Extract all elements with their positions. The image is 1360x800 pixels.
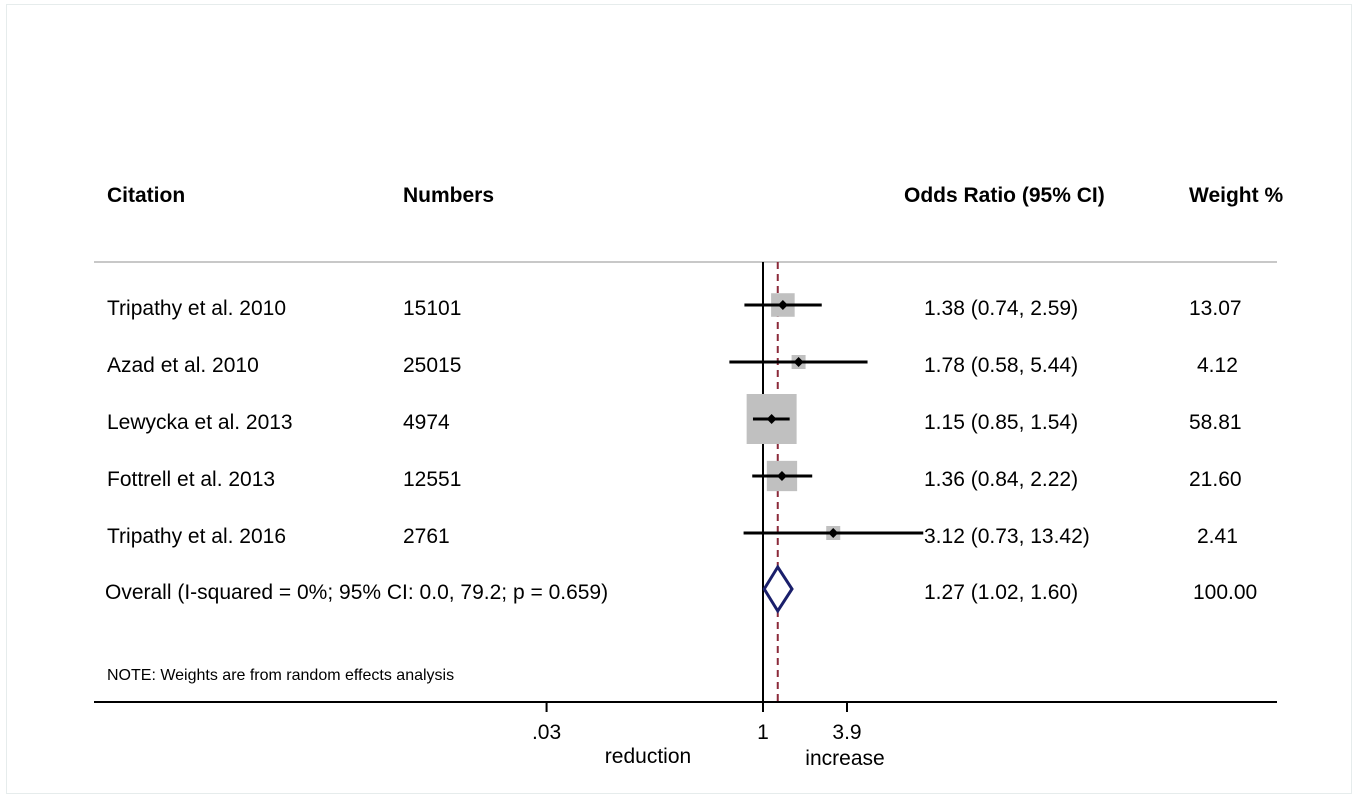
overall-label: Overall (I-squared = 0%; 95% CI: 0.0, 79… bbox=[105, 581, 608, 604]
point-estimate bbox=[776, 471, 787, 481]
study-numbers: 15101 bbox=[403, 297, 461, 320]
study-row: Azad et al. 2010 25015 1.78 (0.58, 5.44) 4.… bbox=[107, 354, 1238, 377]
header-citation: Citation bbox=[107, 184, 185, 207]
note-text: NOTE: Weights are from random effects an… bbox=[107, 667, 454, 684]
study-weight: 4.12 bbox=[1197, 354, 1238, 377]
study-row: Tripathy et al. 2016 2761 3.12 (0.73, 13.4… bbox=[107, 525, 1238, 548]
header-weight: Weight % bbox=[1189, 184, 1283, 207]
study-weight: 13.07 bbox=[1189, 297, 1242, 320]
x-tick-label: .03 bbox=[532, 721, 561, 744]
overall-diamond bbox=[762, 564, 794, 614]
x-tick-label: 1 bbox=[757, 721, 769, 744]
x-label-increase: increase bbox=[805, 747, 884, 770]
study-numbers: 4974 bbox=[403, 411, 450, 434]
point-estimate bbox=[793, 357, 804, 367]
study-or-text: 1.15 (0.85, 1.54) bbox=[924, 411, 1078, 434]
overall-or-text: 1.27 (1.02, 1.60) bbox=[924, 581, 1078, 604]
study-or-text: 1.36 (0.84, 2.22) bbox=[924, 468, 1078, 491]
header-odds-ratio: Odds Ratio (95% CI) bbox=[904, 184, 1105, 207]
study-numbers: 2761 bbox=[403, 525, 450, 548]
study-or-text: 1.78 (0.58, 5.44) bbox=[924, 354, 1078, 377]
study-citation: Tripathy et al. 2010 bbox=[107, 297, 286, 320]
x-label-reduction: reduction bbox=[605, 745, 691, 768]
study-citation: Lewycka et al. 2013 bbox=[107, 411, 293, 434]
study-citation: Fottrell et al. 2013 bbox=[107, 468, 275, 491]
study-weight: 58.81 bbox=[1189, 411, 1242, 434]
figure-frame bbox=[6, 4, 1352, 794]
study-citation: Azad et al. 2010 bbox=[107, 354, 259, 377]
point-estimate bbox=[828, 528, 839, 538]
study-or-text: 1.38 (0.74, 2.59) bbox=[924, 297, 1078, 320]
study-row: Lewycka et al. 2013 4974 1.15 (0.85, 1.54)… bbox=[107, 394, 1242, 444]
study-row: Fottrell et al. 2013 12551 1.36 (0.84, 2.2… bbox=[107, 460, 1242, 492]
study-row: Tripathy et al. 2010 15101 1.38 (0.74, 2.5… bbox=[107, 293, 1242, 320]
study-numbers: 12551 bbox=[403, 468, 461, 491]
study-weight: 21.60 bbox=[1189, 468, 1242, 491]
overall-weight: 100.00 bbox=[1193, 581, 1257, 604]
point-estimate bbox=[766, 414, 777, 424]
study-citation: Tripathy et al. 2016 bbox=[107, 525, 286, 548]
study-numbers: 25015 bbox=[403, 354, 461, 377]
study-weight: 2.41 bbox=[1197, 525, 1238, 548]
point-estimate bbox=[777, 300, 788, 310]
header-numbers: Numbers bbox=[403, 184, 494, 207]
study-or-text: 3.12 (0.73, 13.42) bbox=[924, 525, 1090, 548]
x-tick-label: 3.9 bbox=[832, 721, 861, 744]
